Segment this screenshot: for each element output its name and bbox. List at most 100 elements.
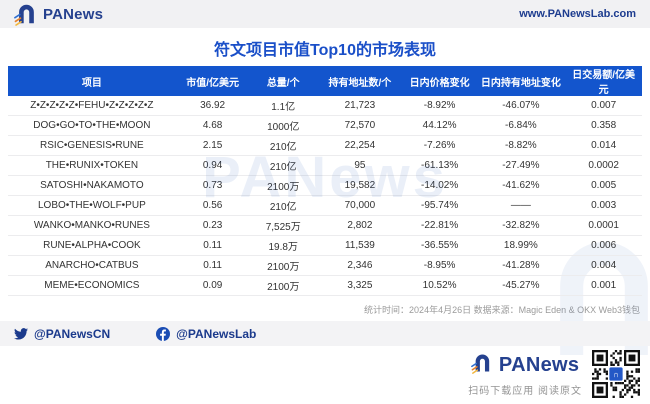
table-row: MEME•ECONOMICS 0.09 2100万 3,325 10.52% -45.27… [8, 275, 642, 296]
value-cell: —— [476, 195, 566, 216]
value-cell: -7.26% [402, 135, 477, 156]
project-name-cell: Z•Z•Z•Z•Z•FEHU•Z•Z•Z•Z•Z [8, 96, 176, 116]
value-cell: 210亿 [249, 195, 317, 216]
column-header: 项目 [8, 66, 176, 96]
project-name-cell: ANARCHO•CATBUS [8, 255, 176, 276]
column-header: 日交易额/亿美元 [565, 66, 642, 96]
value-cell: 0.23 [175, 215, 250, 236]
social-bar: @PANewsCN @PANewsLab [0, 321, 650, 346]
value-cell: 2,802 [317, 215, 403, 236]
value-cell: 95 [317, 155, 403, 176]
table-row: SATOSHI•NAKAMOTO 0.73 2100万 19,582 -14.02% -4… [8, 175, 642, 196]
value-cell: 0.001 [565, 275, 642, 296]
value-cell: 0.0002 [565, 155, 642, 176]
value-cell: 22,254 [317, 135, 403, 156]
value-cell: 36.92 [175, 96, 250, 116]
brand-wordmark: PANews [43, 5, 104, 23]
value-cell: 0.56 [175, 195, 250, 216]
value-cell: -8.95% [402, 255, 477, 276]
top-bar: PANews www.PANewsLab.com [0, 0, 650, 28]
value-cell: 1000亿 [249, 115, 317, 136]
value-cell: 210亿 [249, 155, 317, 176]
value-cell: -41.28% [476, 255, 566, 276]
value-cell: -61.13% [402, 155, 477, 176]
value-cell: 0.0001 [565, 215, 642, 236]
value-cell: 18.99% [476, 235, 566, 256]
project-name-cell: MEME•ECONOMICS [8, 275, 176, 296]
panews-logo: PANews [14, 1, 103, 27]
bottom-footer: PANews 扫码下载应用 阅读原文 ∩ [468, 350, 640, 398]
value-cell: 2100万 [249, 175, 317, 196]
project-name-cell: WANKO•MANKO•RUNES [8, 215, 176, 236]
value-cell: -14.02% [402, 175, 477, 196]
twitter-account[interactable]: @PANewsCN [14, 327, 110, 341]
table-row: ANARCHO•CATBUS 0.11 2100万 2,346 -8.95% -41.28… [8, 255, 642, 276]
column-header: 持有地址数/个 [317, 66, 403, 96]
value-cell: -95.74% [402, 195, 477, 216]
value-cell: 0.007 [565, 96, 642, 116]
value-cell: -36.55% [402, 235, 477, 256]
data-source-label: 数据来源： [471, 305, 519, 315]
value-cell: 0.94 [175, 155, 250, 176]
twitter-icon [14, 327, 28, 340]
value-cell: 0.004 [565, 255, 642, 276]
facebook-handle: @PANewsLab [176, 326, 257, 341]
value-cell: 3,325 [317, 275, 403, 296]
value-cell: 0.11 [175, 235, 250, 256]
table-row: RUNE•ALPHA•COOK 0.11 19.8万 11,539 -36.55% 18.… [8, 235, 642, 256]
column-header: 市值/亿美元 [175, 66, 250, 96]
panews-magnet-icon-footer [471, 351, 493, 380]
value-cell: -8.92% [402, 96, 477, 116]
stat-time-label: 统计时间： [364, 305, 410, 315]
value-cell: 11,539 [317, 235, 403, 256]
value-cell: 19,582 [317, 175, 403, 196]
value-cell: -41.62% [476, 175, 566, 196]
table-row: DOG•GO•TO•THE•MOON 4.68 1000亿 72,570 44.12% -… [8, 115, 642, 136]
table-section: PANews 项目 市值/亿美元 总量/个 持有地址数/个 日内价格变化 日内持有地址变化… [8, 66, 642, 316]
value-cell: 70,000 [317, 195, 403, 216]
stat-footnote: 统计时间：2024年4月26日 数据来源：Magic Eden & OKX We… [8, 303, 642, 316]
site-url-link[interactable]: www.PANewsLab.com [519, 8, 636, 20]
value-cell: 2,346 [317, 255, 403, 276]
panews-magnet-icon [14, 1, 38, 27]
value-cell: 19.8万 [249, 235, 317, 256]
value-cell: 210亿 [249, 135, 317, 156]
svg-text:∩: ∩ [613, 369, 619, 379]
value-cell: -6.84% [476, 115, 566, 136]
facebook-account[interactable]: @PANewsLab [156, 326, 257, 341]
column-header: 总量/个 [249, 66, 317, 96]
twitter-handle: @PANewsCN [34, 326, 111, 341]
table-row: RSIC•GENESIS•RUNE 2.15 210亿 22,254 -7.26% -8.… [8, 135, 642, 156]
column-header: 日内持有地址变化 [476, 66, 566, 96]
value-cell: 0.006 [565, 235, 642, 256]
value-cell: -22.81% [402, 215, 477, 236]
value-cell: -45.27% [476, 275, 566, 296]
value-cell: 0.014 [565, 135, 642, 156]
footer-caption: 扫码下载应用 阅读原文 [468, 386, 582, 397]
table-row: Z•Z•Z•Z•Z•FEHU•Z•Z•Z•Z•Z 36.92 1.1亿 21,723-… [8, 96, 642, 116]
value-cell: 1.1亿 [249, 96, 317, 116]
qr-code: ∩ [592, 350, 640, 398]
value-cell: 0.73 [175, 175, 250, 196]
value-cell: -46.07% [476, 96, 566, 116]
value-cell: 44.12% [402, 115, 477, 136]
footer-brand: PANews 扫码下载应用 阅读原文 [468, 351, 582, 397]
value-cell: -27.49% [476, 155, 566, 176]
value-cell: 2.15 [175, 135, 250, 156]
table-header: 项目 市值/亿美元 总量/个 持有地址数/个 日内价格变化 日内持有地址变化 日交易额/亿美… [8, 66, 642, 96]
project-name-cell: RSIC•GENESIS•RUNE [8, 135, 176, 156]
value-cell: -8.82% [476, 135, 566, 156]
stat-time-value: 2024年4月26日 [409, 305, 472, 315]
data-source-value: Magic Eden & OKX Web3钱包 [518, 305, 640, 315]
rune-market-table: 项目 市值/亿美元 总量/个 持有地址数/个 日内价格变化 日内持有地址变化 日交易额/亿美… [8, 66, 642, 296]
value-cell: 21,723 [317, 96, 403, 116]
value-cell: 2100万 [249, 255, 317, 276]
value-cell: 0.358 [565, 115, 642, 136]
page-title: 符文项目市值Top10的市场表现 [214, 42, 436, 59]
table-row: THE•RUNIX•TOKEN 0.94 210亿 95 -61.13% -27.49% 0… [8, 155, 642, 176]
value-cell: 0.11 [175, 255, 250, 276]
column-header: 日内价格变化 [402, 66, 477, 96]
project-name-cell: THE•RUNIX•TOKEN [8, 155, 176, 176]
facebook-icon [156, 326, 171, 341]
